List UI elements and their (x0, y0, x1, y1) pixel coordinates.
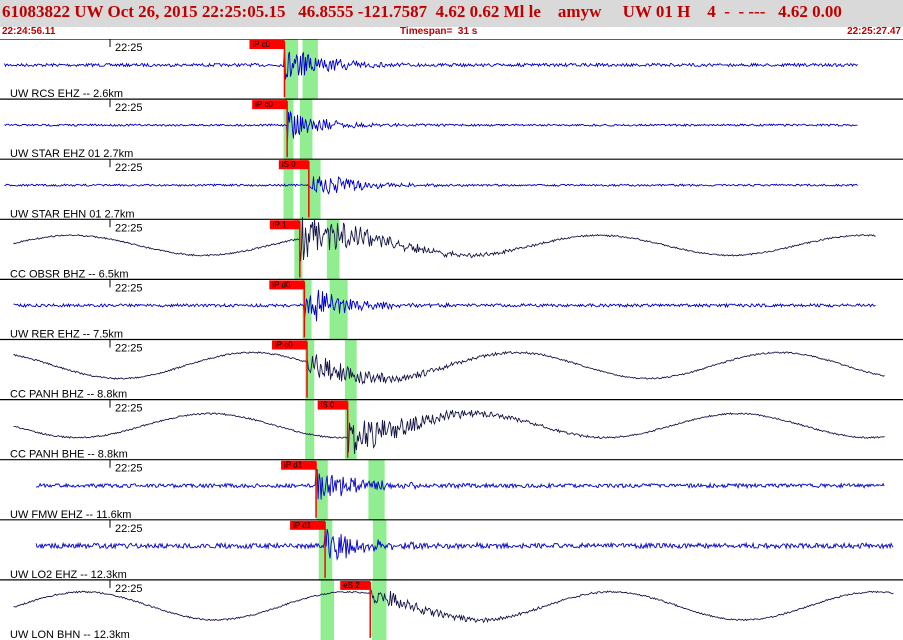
waveform-trace[interactable] (13, 289, 876, 322)
analysis-window (284, 39, 298, 100)
analysis-window (299, 99, 313, 160)
analysis-window (305, 399, 315, 460)
phase-pick-flag[interactable] (249, 40, 285, 49)
analysis-window (372, 579, 387, 640)
phase-pick-label: iP d1 (293, 521, 312, 530)
event-summary-title: 61083822 UW Oct 26, 2015 22:25:05.15 46.… (2, 2, 842, 21)
channel-label: UW RCS EHZ -- 2.6km (10, 88, 123, 100)
seismogram-panel[interactable]: 22:25 iP c0 UW RCS EHZ -- 2.6km 22:25 iP c0 U… (0, 39, 903, 640)
timespan-label: Timespan= 31 s (400, 26, 478, 37)
analysis-window (372, 519, 387, 580)
phase-pick-flag[interactable] (317, 400, 348, 410)
channel-label: UW LO2 EHZ -- 12.3km (10, 569, 127, 581)
phase-pick-flag[interactable] (278, 160, 309, 170)
waveform-trace[interactable] (4, 176, 858, 195)
channel-label: UW STAR EHN 01 2.7km (10, 208, 135, 220)
analysis-window (283, 99, 294, 160)
phase-pick-flag[interactable] (290, 520, 326, 530)
time-tick-label: 22:25 (115, 222, 143, 234)
time-tick-label: 22:25 (115, 583, 143, 595)
header-bar: 61083822 UW Oct 26, 2015 22:25:05.15 46.… (0, 0, 903, 27)
phase-pick-flag[interactable] (252, 100, 288, 110)
start-time-label: 22:24:56.11 (2, 26, 56, 37)
time-tick-label: 22:25 (115, 463, 143, 475)
time-tick-label: 22:25 (115, 42, 143, 54)
phase-pick-flag[interactable] (269, 280, 305, 290)
time-tick-label: 22:25 (115, 523, 143, 535)
waveform-trace[interactable] (13, 350, 885, 385)
time-tick-label: 22:25 (115, 102, 143, 114)
waveform-trace[interactable] (13, 409, 885, 454)
channel-label: UW STAR EHZ 01 2.7km (10, 148, 133, 160)
channel-label: CC PANH BHE -- 8.8km (10, 449, 128, 461)
analysis-window (299, 159, 321, 220)
channel-label: UW LON BHN -- 12.3km (10, 629, 130, 640)
phase-pick-label: iP d0 (272, 280, 291, 289)
phase-pick-label: iP c0 (275, 341, 293, 350)
end-time-label: 22:25:27.47 (847, 26, 901, 37)
time-tick-label: 22:25 (115, 282, 143, 294)
channel-label: UW RER EHZ -- 7.5km (10, 329, 123, 341)
analysis-window (302, 279, 312, 340)
waveform-trace[interactable] (4, 47, 858, 80)
analysis-window (305, 339, 315, 400)
analysis-window (302, 39, 318, 100)
phase-pick-flag[interactable] (269, 220, 300, 230)
channel-label: UW FMW EHZ -- 11.6km (10, 509, 131, 521)
phase-pick-label: iS 0 (321, 401, 335, 410)
phase-pick-flag[interactable] (272, 340, 308, 350)
phase-pick-label: eS 2 (343, 581, 360, 590)
analysis-window (368, 459, 385, 520)
waveform-trace[interactable] (35, 528, 894, 561)
phase-pick-label: iP 1 (273, 220, 287, 229)
analysis-window (283, 159, 294, 220)
waveform-trace[interactable] (13, 217, 876, 262)
phase-pick-label: iP c0 (252, 40, 270, 49)
analysis-window (320, 579, 335, 640)
phase-pick-flag[interactable] (340, 580, 371, 590)
channel-label: CC OBSR BHZ -- 6.5km (10, 268, 129, 280)
phase-pick-label: iP c0 (255, 100, 273, 109)
time-tick-label: 22:25 (115, 403, 143, 415)
time-tick-label: 22:25 (115, 162, 143, 174)
time-tick-label: 22:25 (115, 343, 143, 355)
waveform-trace[interactable] (35, 468, 885, 500)
channel-label: CC PANH BHZ -- 8.8km (10, 389, 127, 401)
phase-pick-label: iP d1 (284, 461, 303, 470)
waveform-trace[interactable] (13, 587, 894, 624)
phase-pick-flag[interactable] (281, 460, 317, 470)
waveform-trace[interactable] (4, 111, 858, 141)
analysis-window (329, 279, 348, 340)
analysis-window (294, 219, 303, 280)
phase-pick-label: iS 0 (282, 160, 296, 169)
